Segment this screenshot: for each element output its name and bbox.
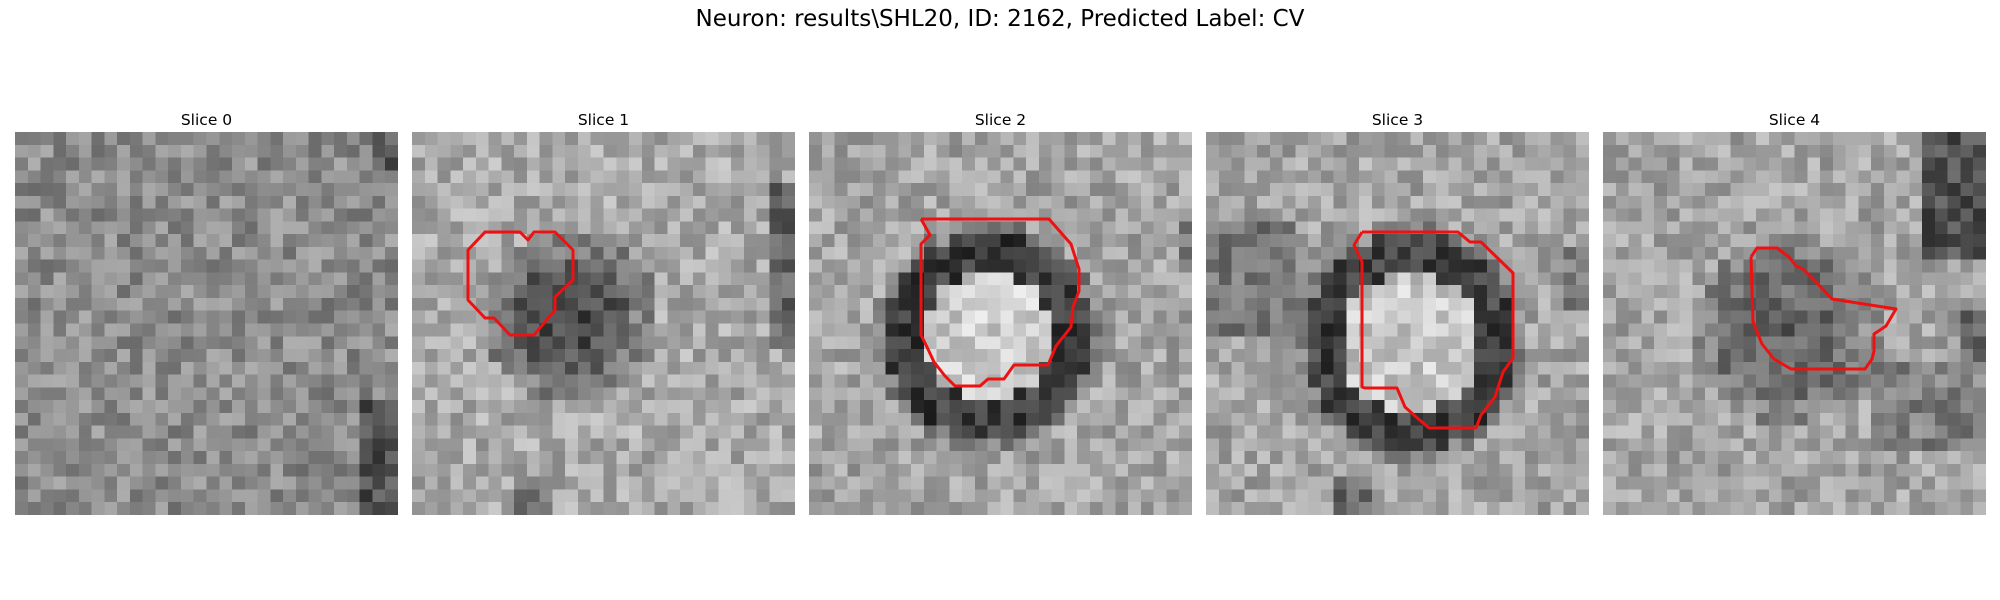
slice-title: Slice 1 [577,111,630,129]
grayscale-image [1603,132,1986,515]
red-contour [1352,230,1515,430]
grayscale-image [1206,132,1589,515]
contour-overlay [1352,230,1515,430]
slice-panel-3: Slice 3 [1206,108,1589,515]
red-contour [919,217,1081,388]
contour-overlay [1749,246,1898,371]
slice-image-4 [1603,132,1986,515]
red-contour [466,230,575,337]
slice-image-0 [15,132,398,515]
slice-panel-4: Slice 4 [1603,108,1986,515]
slice-image-3 [1206,132,1589,515]
grayscale-image [809,132,1192,515]
slice-panel-1: Slice 1 [412,108,795,515]
red-contour [1749,246,1898,371]
slice-panel-2: Slice 2 [809,108,1192,515]
grayscale-image [15,132,398,515]
slice-image-1 [412,132,795,515]
slice-title: Slice 0 [180,111,233,129]
grayscale-image [412,132,795,515]
figure-title: Neuron: results\SHL20, ID: 2162, Predict… [695,6,1305,32]
slice-panel-0: Slice 0 [15,108,398,515]
slice-title: Slice 3 [1371,111,1424,129]
contour-overlay [919,217,1081,388]
slice-title: Slice 4 [1768,111,1821,129]
slice-image-2 [809,132,1192,515]
contour-overlay [466,230,575,337]
slice-title: Slice 2 [974,111,1027,129]
